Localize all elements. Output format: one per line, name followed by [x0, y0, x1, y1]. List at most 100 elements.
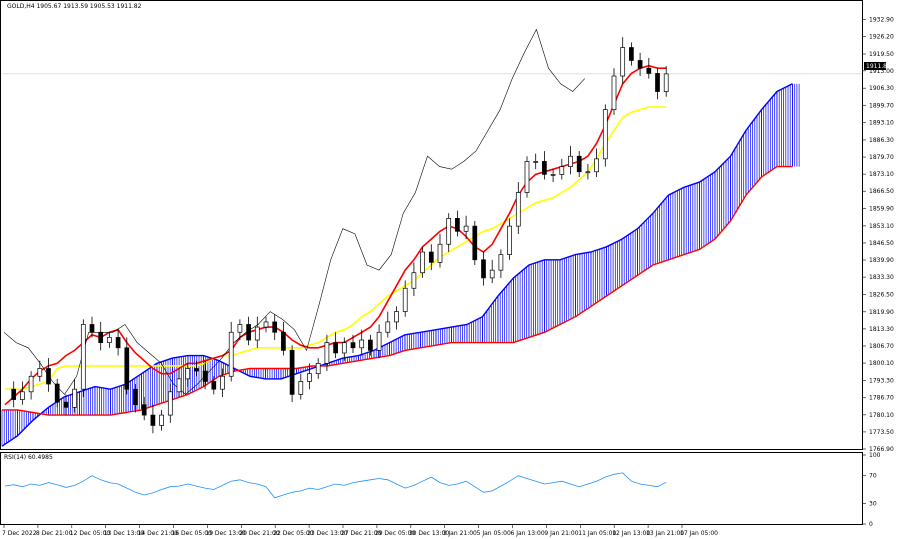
- candle-body: [272, 321, 278, 333]
- candle-body: [368, 339, 373, 351]
- candle-body: [307, 373, 312, 382]
- x-tick-label: 13 Jan 21:00: [646, 530, 684, 537]
- y-tick-label: 1766.90: [869, 446, 894, 453]
- y-tick-label: 1913.00: [869, 68, 894, 75]
- candle-body: [594, 158, 599, 173]
- x-tick-label: 5 Jan 05:00: [477, 530, 511, 537]
- x-tick-label: 16 Dec 05:00: [172, 530, 213, 537]
- candle-body: [315, 362, 321, 375]
- candle-body: [420, 251, 425, 274]
- price-tag-label: 1911.82: [866, 63, 891, 70]
- senkou-span-a-line: [1, 83, 793, 447]
- y-tick-label: 1786.70: [869, 395, 894, 402]
- candle-body: [385, 321, 391, 333]
- candle-body: [507, 225, 512, 255]
- senkou-span-b-line: [2, 165, 793, 416]
- candle-body: [498, 254, 504, 271]
- ichimoku-cloud: [1, 83, 800, 447]
- y-tick-label: 1879.70: [869, 154, 894, 161]
- candle-body: [150, 414, 156, 426]
- candle-body: [37, 368, 43, 377]
- candle-body: [98, 331, 104, 343]
- y-tick-label: 1893.10: [869, 119, 894, 126]
- x-tick-label: 13 Dec 13:00: [104, 530, 145, 537]
- candle-body: [559, 166, 565, 175]
- x-tick-label: 19 Dec 13:00: [205, 530, 246, 537]
- y-tick-label: 1919.50: [869, 51, 894, 58]
- chart-title: GOLD,H4 1905.67 1913.59 1905.53 1911.82: [7, 3, 142, 10]
- candle-body: [254, 326, 260, 341]
- candle-body: [298, 381, 304, 395]
- price-axis: 1932.90 1926.20 1919.50 1913.00 1906.30 1899.…: [862, 16, 894, 453]
- y-tick-label: 1780.10: [869, 412, 894, 419]
- x-tick-label: 7 Dec 2022: [2, 530, 37, 537]
- y-tick-label: 1899.70: [869, 102, 894, 109]
- candle-body: [202, 370, 208, 382]
- y-tick-label: 1819.90: [869, 309, 894, 316]
- x-tick-label: 6 Jan 13:00: [511, 530, 545, 537]
- candle-body: [550, 174, 556, 176]
- candle-body: [281, 331, 286, 351]
- candle-body: [576, 155, 582, 173]
- candle-body: [655, 73, 660, 92]
- candle-body: [115, 337, 121, 349]
- y-tick-label: 1846.50: [869, 240, 894, 247]
- y-tick-label: 1886.30: [869, 137, 894, 144]
- candle-body: [350, 342, 356, 349]
- candle-body: [72, 388, 77, 408]
- candle-body: [11, 388, 17, 400]
- x-tick-label: 17 Jan 05:00: [680, 530, 718, 537]
- candle-body: [542, 161, 547, 175]
- x-tick-label: 22 Dec 05:00: [273, 530, 314, 537]
- y-tick-label: 1806.70: [869, 343, 894, 350]
- candle-body: [54, 383, 60, 403]
- x-tick-label: 12 Jan 13:00: [612, 530, 650, 537]
- candle-body: [28, 375, 34, 393]
- candle-body: [446, 218, 452, 245]
- candle-body: [289, 350, 295, 395]
- y-tick-label: 1800.10: [869, 360, 894, 367]
- x-tick-label: 8 Dec 21:00: [36, 530, 73, 537]
- x-tick-label: 14 Dec 21:00: [138, 530, 179, 537]
- candle-body: [185, 368, 191, 380]
- y-tick-label: 1839.90: [869, 257, 894, 264]
- candle-body: [411, 272, 417, 289]
- y-tick-label: 1793.30: [869, 378, 894, 385]
- candle-body: [602, 109, 608, 160]
- candle-body: [141, 404, 147, 416]
- y-tick-label: 1906.30: [869, 85, 894, 92]
- candle-body: [629, 47, 634, 61]
- candle-body: [489, 269, 495, 279]
- candle-body: [124, 347, 130, 390]
- candle-body: [89, 324, 95, 333]
- rsi-line: [4, 472, 667, 499]
- candle-body: [80, 324, 86, 390]
- candle-body: [620, 47, 626, 77]
- y-tick-label: 1773.50: [869, 429, 894, 436]
- y-tick-label: 1932.90: [869, 16, 894, 23]
- y-tick-label: 1833.30: [869, 274, 894, 281]
- x-tick-label: 20 Dec 21:00: [239, 530, 280, 537]
- candle-body: [211, 381, 217, 390]
- y-tick-label: 1866.50: [869, 188, 894, 195]
- candle-body: [646, 67, 652, 74]
- candle-body: [220, 375, 225, 390]
- rsi-tick-label: 30: [869, 500, 877, 507]
- candle-body: [133, 388, 138, 406]
- candle-body: [359, 339, 365, 349]
- y-tick-label: 1926.20: [869, 34, 894, 41]
- x-tick-label: 12 Dec 05:00: [70, 530, 111, 537]
- candle-body: [46, 368, 51, 385]
- x-tick-label: 23 Dec 13:00: [307, 530, 348, 537]
- x-tick-label: 3 Jan 21:00: [443, 530, 477, 537]
- candle-body: [515, 192, 521, 227]
- candle-body: [481, 259, 486, 279]
- candlesticks: [11, 37, 669, 434]
- candle-body: [333, 342, 338, 354]
- x-tick-label: 30 Dec 13:00: [409, 530, 450, 537]
- x-tick-label: 27 Dec 21:00: [341, 530, 382, 537]
- candle-body: [455, 218, 460, 232]
- candle-body: [663, 73, 669, 92]
- candle-body: [228, 331, 234, 377]
